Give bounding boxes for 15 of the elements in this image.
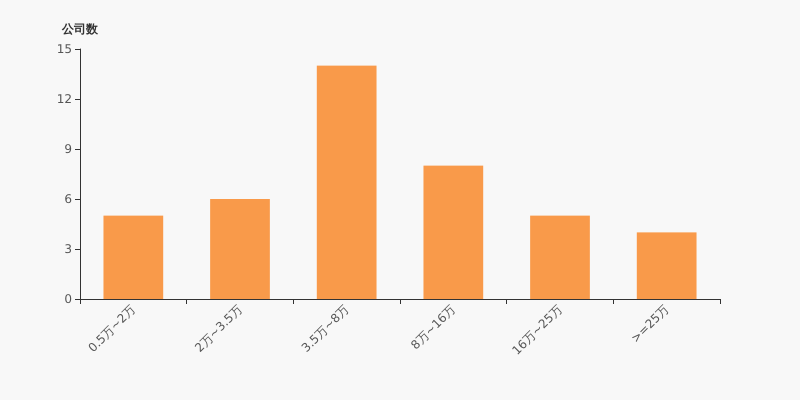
y-tick-label: 15	[56, 42, 72, 56]
bar	[636, 232, 697, 299]
bar	[316, 66, 377, 299]
bar	[423, 166, 484, 299]
x-tick-label: 3.5万~8万	[298, 302, 352, 355]
y-tick-label: 3	[64, 242, 72, 256]
bar	[103, 216, 164, 299]
y-axis-title: 公司数	[61, 22, 99, 36]
y-tick-label: 6	[64, 192, 72, 206]
x-tick-label: 0.5万~2万	[85, 302, 138, 355]
y-tick-label: 12	[56, 92, 72, 106]
y-tick-label: 0	[64, 292, 72, 306]
y-tick-label: 9	[64, 142, 72, 156]
bar	[530, 216, 590, 299]
bar	[210, 199, 270, 299]
